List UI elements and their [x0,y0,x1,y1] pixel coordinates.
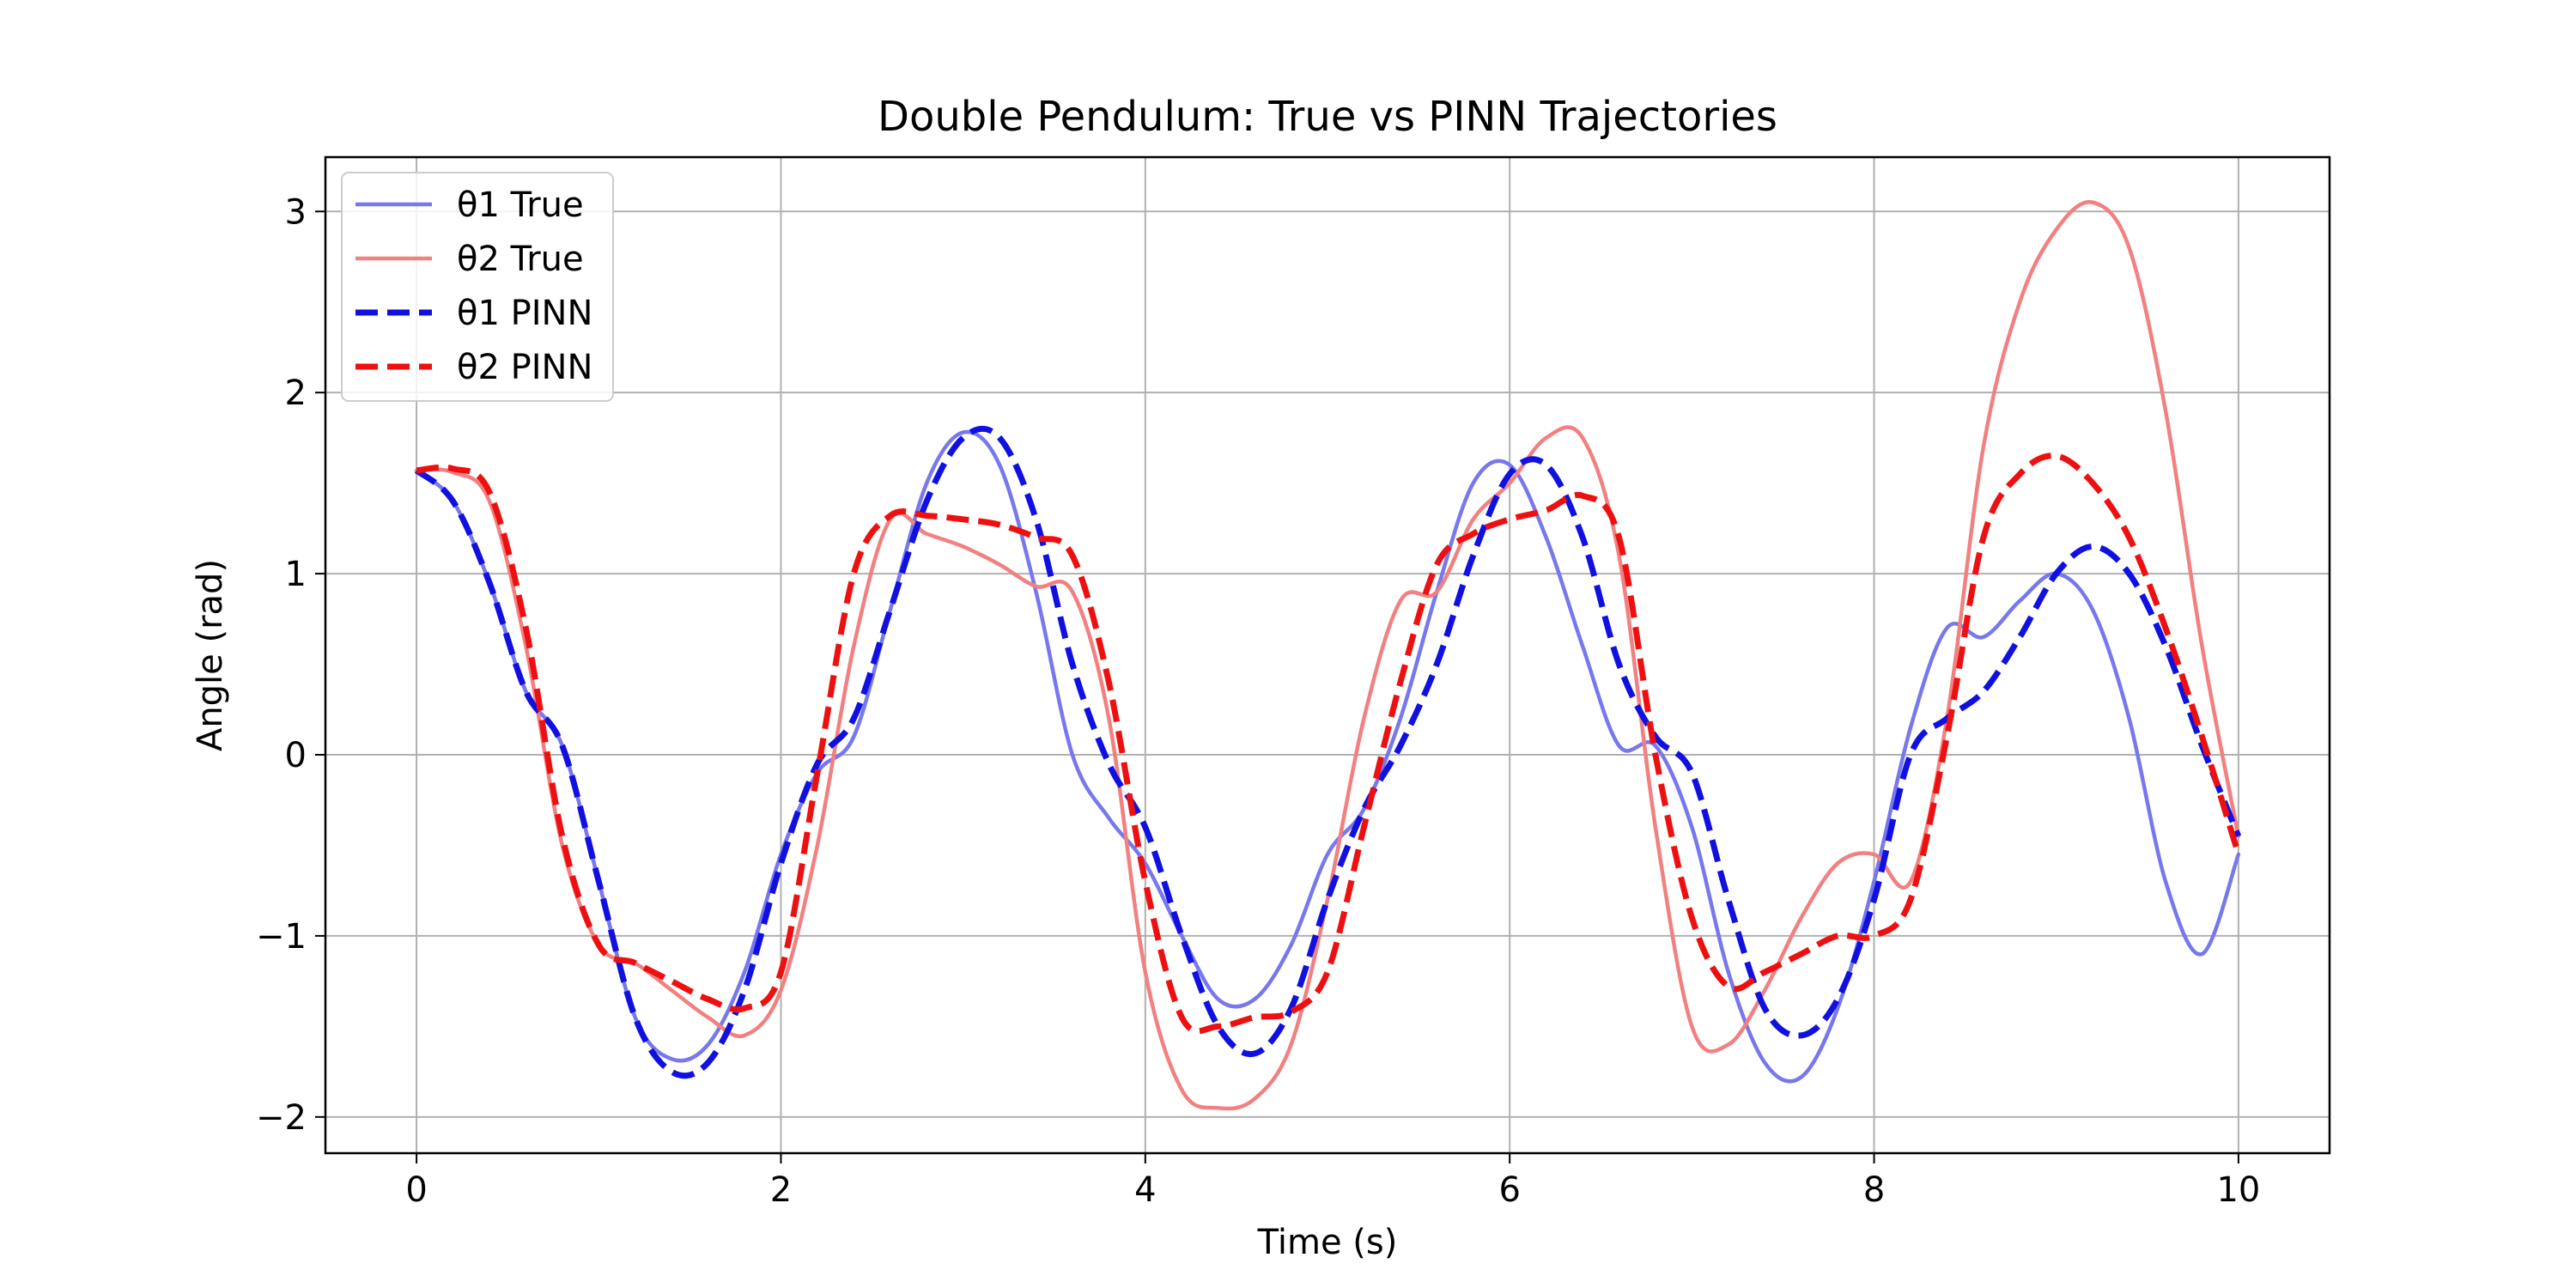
legend: θ1 True θ2 True θ1 PINN θ2 PINN [341,172,614,402]
legend-label-theta2-pinn: θ2 PINN [457,348,592,387]
y-tick-label: −2 [256,1098,307,1138]
x-tick-label: 6 [1498,1170,1520,1210]
x-axis-label: Time (s) [1257,1223,1398,1262]
legend-label-theta1-true: θ1 True [457,185,584,225]
legend-label-theta1-pinn: θ1 PINN [457,294,592,333]
y-tick-label: 1 [285,555,307,594]
y-axis-label: Angle (rad) [191,559,230,751]
legend-label-theta2-true: θ2 True [457,240,584,279]
series-line-theta2-true [414,200,2241,1111]
series-layer [414,200,2242,1111]
x-tick-label: 8 [1863,1170,1885,1210]
y-tick-label: 3 [285,192,307,232]
chart-title: Double Pendulum: True vs PINN Trajectori… [878,93,1777,141]
legend-box [341,172,614,402]
x-tick-label: 10 [2216,1170,2260,1210]
plot-frame [324,155,2331,1155]
x-axis-ticks: 0 2 4 6 8 10 [405,1153,2260,1210]
x-tick-label: 4 [1134,1170,1156,1210]
x-tick-label: 0 [405,1170,427,1210]
y-tick-label: −1 [256,917,307,957]
series-line-theta2-pinn [416,453,2242,1035]
x-tick-label: 2 [770,1170,792,1210]
y-tick-label: 0 [285,736,307,775]
y-axis-ticks: 3 2 1 0 −1 −2 [256,192,325,1138]
series-line-theta1-pinn [414,425,2242,1079]
grid [325,157,2330,1153]
y-tick-label: 2 [285,374,307,413]
